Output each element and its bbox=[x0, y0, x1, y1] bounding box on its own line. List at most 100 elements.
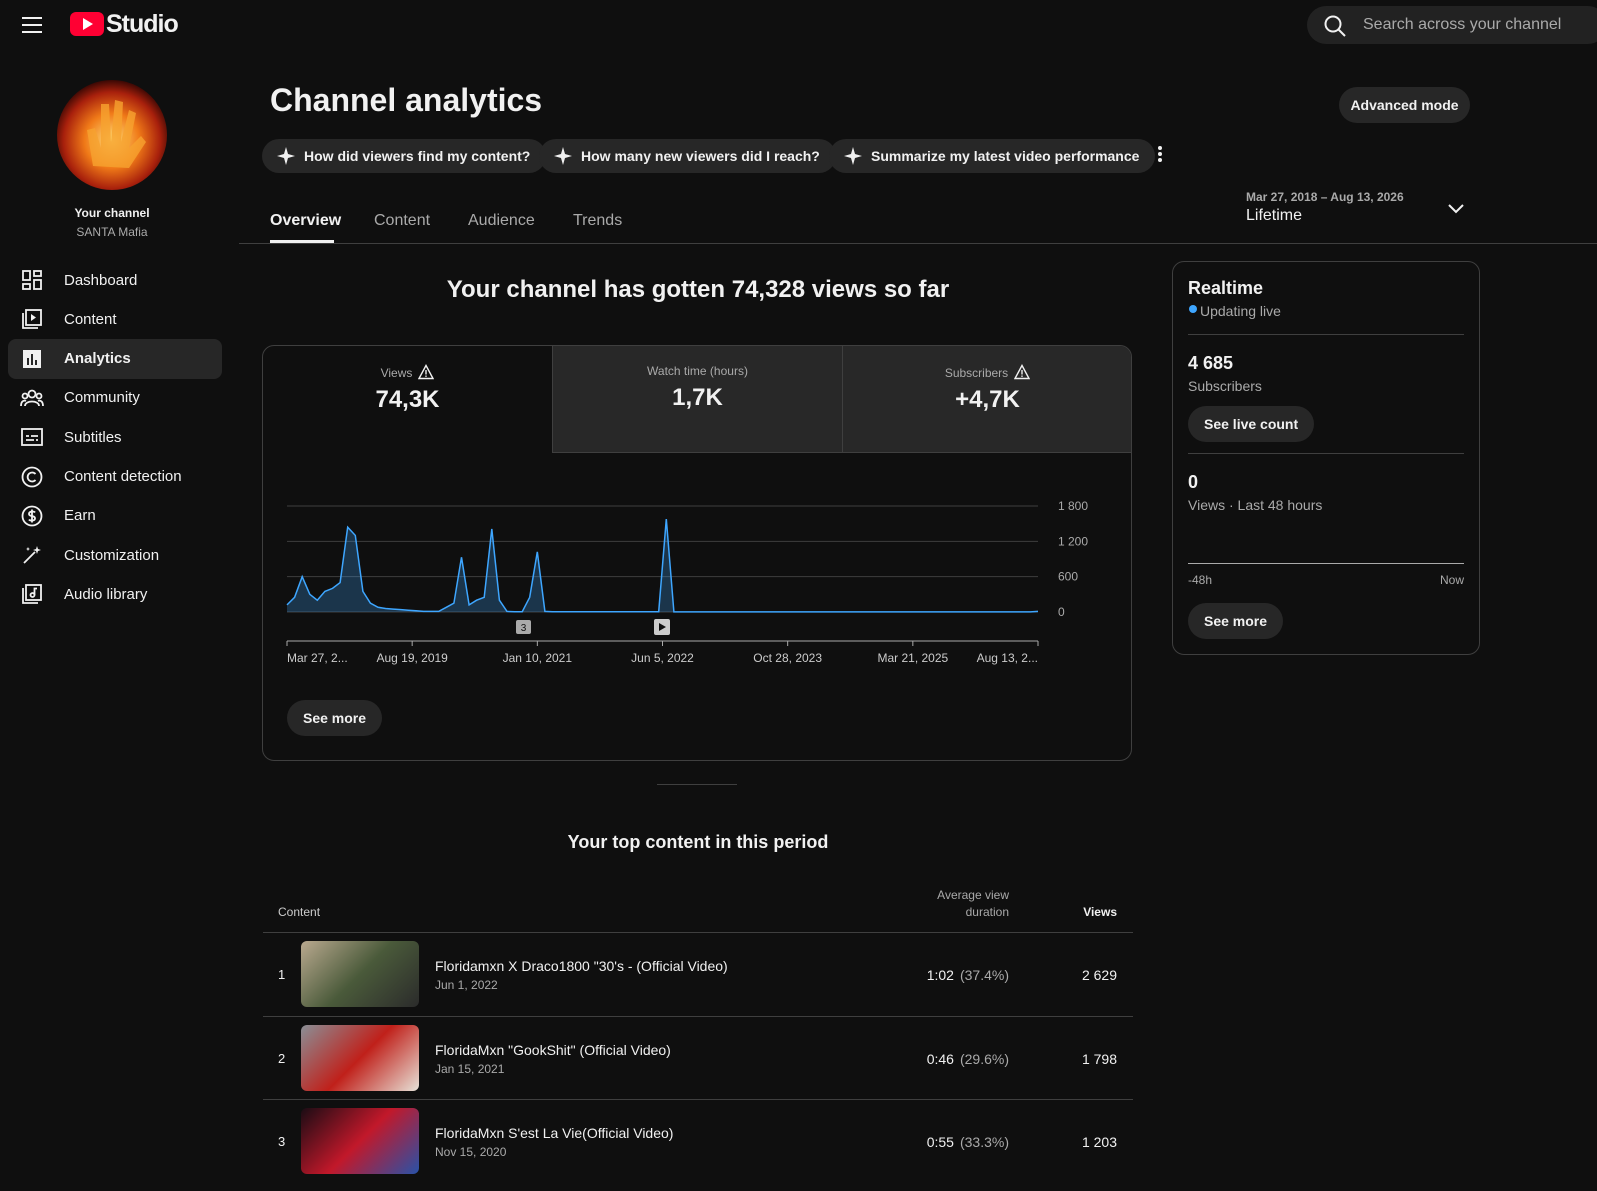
menu-icon[interactable] bbox=[22, 16, 44, 34]
avg-duration: 1:02 (37.4%) bbox=[927, 967, 1009, 983]
y-tick-label: 0 bbox=[1058, 605, 1065, 619]
nav-label: Subtitles bbox=[64, 428, 122, 446]
duration: 0:46 bbox=[926, 1050, 954, 1067]
metric-label-text: Subscribers bbox=[944, 366, 1009, 380]
metric-value: +4,7K bbox=[955, 386, 1020, 413]
table-row[interactable]: 1 Floridamxn X Draco1800 "30's - (Officia… bbox=[263, 932, 1133, 1017]
search-box[interactable]: Search across your channel bbox=[1307, 6, 1597, 44]
metric-tabs-bg bbox=[552, 346, 1131, 453]
realtime-title: Realtime bbox=[1188, 278, 1264, 298]
x-tick-label: Aug 19, 2019 bbox=[376, 651, 448, 665]
rank: 3 bbox=[278, 1134, 286, 1149]
realtime-axis bbox=[1188, 563, 1464, 564]
nav-label: Dashboard bbox=[64, 271, 138, 289]
views-label: Views · Last 48 hours bbox=[1188, 497, 1323, 513]
prompt-chip[interactable]: How did viewers find my content? bbox=[262, 139, 547, 173]
views: 1 203 bbox=[1081, 1134, 1117, 1150]
search-icon bbox=[1324, 15, 1346, 37]
icon bbox=[21, 505, 43, 527]
tab[interactable]: Overview bbox=[270, 212, 342, 229]
tab-underline bbox=[270, 240, 334, 243]
logo-icon[interactable] bbox=[70, 12, 104, 36]
duration-percent: (33.3%) bbox=[959, 1134, 1009, 1150]
nav-label: Content bbox=[64, 310, 117, 328]
nav-item[interactable]: Subtitles bbox=[8, 417, 222, 457]
dropdown-icon[interactable] bbox=[1446, 202, 1466, 216]
top-content-title: Your top content in this period bbox=[567, 832, 829, 852]
rank: 1 bbox=[278, 967, 286, 982]
avg-duration: 0:55 (33.3%) bbox=[927, 1134, 1009, 1150]
x-tick-label: Jun 5, 2022 bbox=[631, 651, 694, 665]
video-date: Nov 15, 2020 bbox=[435, 1145, 507, 1159]
channel-avatar[interactable] bbox=[57, 80, 167, 190]
duration: 1:02 bbox=[926, 967, 954, 983]
icon bbox=[22, 309, 42, 330]
thumbnail[interactable] bbox=[301, 1108, 419, 1174]
prompt-chip[interactable]: Summarize my latest video performance bbox=[829, 139, 1156, 173]
video-title[interactable]: FloridaMxn "GookShit" (Official Video) bbox=[435, 1041, 671, 1058]
x-tick-label: Mar 21, 2025 bbox=[877, 651, 948, 665]
nav-item[interactable]: Customization bbox=[8, 535, 222, 575]
marker-box[interactable] bbox=[516, 620, 531, 634]
thumbnail[interactable] bbox=[301, 941, 419, 1007]
metric-tab[interactable]: Subscribers +4,7K bbox=[843, 346, 1132, 452]
views-chart: 0 600 1 200 1 800 Mar 27, 2... Aug 19, 2019 Ja… bbox=[286, 499, 1088, 665]
rank: 2 bbox=[278, 1050, 286, 1066]
icon bbox=[22, 270, 42, 290]
search-placeholder: Search across your channel bbox=[1363, 16, 1562, 33]
nav-label: Content detection bbox=[64, 468, 182, 485]
axis-label: Now bbox=[1439, 573, 1464, 587]
x-tick-label: Aug 13, 2... bbox=[977, 651, 1038, 665]
duration-percent: (29.6%) bbox=[959, 1050, 1009, 1067]
tab[interactable]: Trends bbox=[573, 212, 623, 229]
thumbnail[interactable] bbox=[301, 1024, 419, 1091]
icon bbox=[23, 349, 41, 368]
video-title[interactable]: FloridaMxn S'est La Vie(Official Video) bbox=[435, 1125, 674, 1141]
prompt-chip[interactable]: How many new viewers did I reach? bbox=[539, 139, 836, 173]
nav-item[interactable]: Content bbox=[8, 299, 222, 339]
nav-label: Earn bbox=[64, 507, 96, 525]
nav-item[interactable]: Content detection bbox=[8, 457, 222, 497]
x-tick-label: Mar 27, 2... bbox=[287, 651, 348, 665]
nav-label: Analytics bbox=[64, 350, 131, 368]
tab[interactable]: Content bbox=[374, 212, 431, 229]
realtime-status: Updating live bbox=[1200, 303, 1281, 319]
metric-label: Subscribers bbox=[843, 364, 1132, 380]
metric-tab[interactable]: Views 74,3K bbox=[263, 346, 552, 452]
nav-item[interactable]: Dashboard bbox=[8, 260, 222, 300]
nav-item[interactable]: Earn bbox=[8, 496, 222, 536]
views: 1 798 bbox=[1081, 1050, 1117, 1067]
metric-label-text: Watch time (hours) bbox=[647, 364, 748, 378]
date-range[interactable]: Mar 27, 2018 – Aug 13, 2026 bbox=[1246, 190, 1404, 204]
nav-item[interactable]: Community bbox=[8, 378, 222, 418]
x-tick-label: Oct 28, 2023 bbox=[753, 651, 822, 665]
icon bbox=[554, 147, 572, 165]
prompt-text: How many new viewers did I reach? bbox=[581, 148, 820, 164]
period[interactable]: Lifetime bbox=[1246, 207, 1303, 224]
see-more-button[interactable]: See more bbox=[1188, 603, 1284, 639]
icon bbox=[23, 546, 41, 564]
y-tick-label: 1 200 bbox=[1058, 534, 1088, 548]
table-row[interactable]: 2 FloridaMxn "GookShit" (Official Video) J… bbox=[263, 1015, 1133, 1101]
metric-tab[interactable]: Watch time (hours) 1,7K bbox=[553, 346, 842, 452]
icon bbox=[22, 584, 42, 605]
logo-text[interactable]: Studio bbox=[106, 10, 179, 38]
headline: Your channel has gotten 74,328 views so … bbox=[446, 276, 950, 303]
marker-label[interactable]: 3 bbox=[521, 623, 527, 634]
tab[interactable]: Audience bbox=[468, 212, 535, 229]
video-title[interactable]: Floridamxn X Draco1800 "30's - (Official… bbox=[435, 958, 728, 974]
prompt-text: How did viewers find my content? bbox=[304, 148, 531, 164]
more-icon[interactable] bbox=[1150, 144, 1170, 166]
icon bbox=[418, 364, 435, 380]
video-marker-icon bbox=[659, 623, 666, 631]
table-row[interactable]: 3 FloridaMxn S'est La Vie(Official Video)… bbox=[263, 1099, 1133, 1184]
icon bbox=[277, 147, 295, 165]
see-more-button[interactable]: See more bbox=[287, 700, 383, 736]
nav-item[interactable]: Analytics bbox=[8, 338, 222, 379]
column-header: Views bbox=[1083, 905, 1117, 919]
avg-duration: 0:46 (29.6%) bbox=[927, 1051, 1009, 1067]
advanced-mode-button[interactable]: Advanced mode bbox=[1339, 87, 1470, 123]
nav-item[interactable]: Audio library bbox=[8, 574, 222, 614]
see-live-count-button[interactable]: See live count bbox=[1188, 406, 1315, 442]
